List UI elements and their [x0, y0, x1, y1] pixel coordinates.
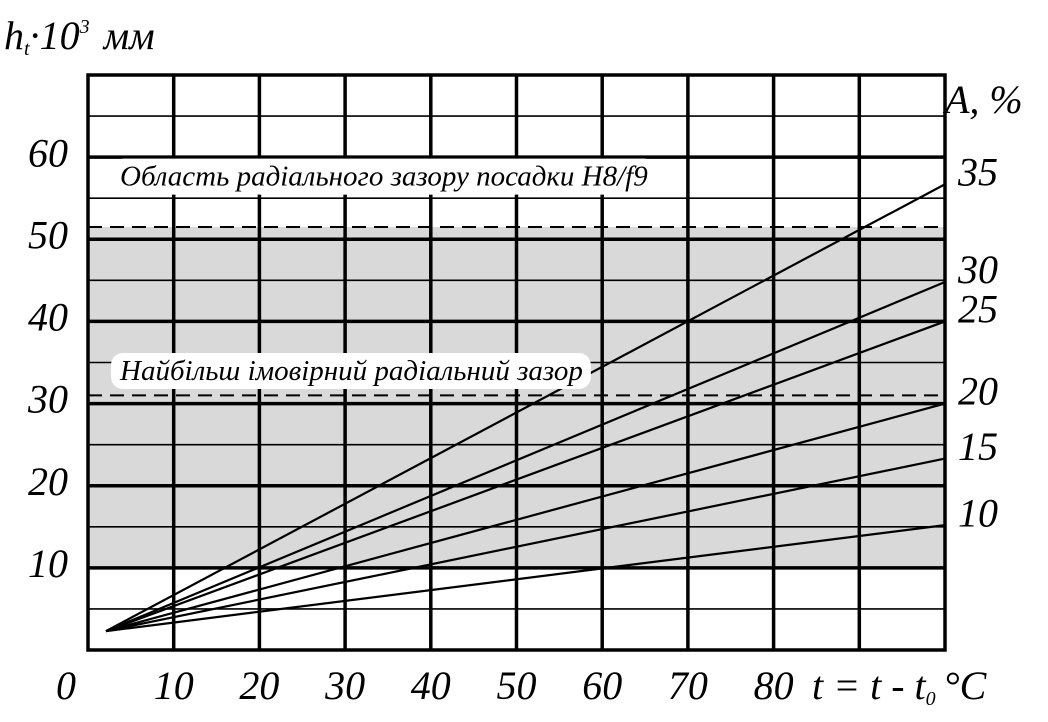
y-tick-label: 60	[28, 130, 68, 175]
x-axis-label-part: 0	[926, 688, 936, 710]
y-axis-label-part: t	[24, 38, 30, 60]
y-axis-label-part: мм	[102, 13, 155, 58]
x-tick-label: 70	[668, 663, 708, 708]
series-label: 20	[958, 369, 998, 414]
annotation-bg	[112, 158, 657, 195]
series-label: 25	[958, 287, 998, 332]
annotation-bg	[111, 353, 591, 390]
annotation-text: Найбільш імовірний радіальний зазор	[119, 355, 583, 387]
plot-frame	[86, 73, 947, 652]
y-axis-label-part: 3	[79, 16, 90, 38]
data-line	[105, 457, 946, 633]
x-tick-label: 60	[582, 663, 622, 708]
y-tick-label: 10	[28, 541, 68, 586]
x-tick-label: 50	[497, 663, 537, 708]
data-line	[105, 320, 946, 633]
y-tick-label: 50	[28, 212, 68, 257]
data-line	[105, 280, 946, 633]
x-tick-label: 20	[239, 663, 279, 708]
x-tick-label: 80	[754, 663, 794, 708]
y-axis-label-part: h	[4, 13, 24, 58]
x-axis-label-part: °C	[944, 663, 988, 708]
y-axis-label-part: ·10	[30, 13, 80, 58]
annotation: Область радіального зазору посадки H8/f9	[112, 158, 657, 195]
series-label: 10	[958, 490, 998, 535]
data-line	[105, 402, 946, 633]
x-tick-label: 30	[324, 663, 365, 708]
annotation-text: Область радіального зазору посадки H8/f9	[120, 161, 648, 193]
x-axis-label: t = t - t0 °C	[812, 663, 988, 709]
x-tick-label: 10	[154, 663, 194, 708]
y-tick-label: 20	[28, 459, 68, 504]
x-tick-label: 0	[56, 663, 76, 708]
y-tick-label: 30	[27, 377, 68, 422]
series-label: 30	[957, 247, 998, 292]
series-label: 35	[957, 149, 998, 194]
y2-axis-label: A, %	[942, 77, 1023, 122]
y-axis-label: ht·103 мм	[4, 13, 155, 59]
data-line	[105, 183, 946, 633]
data-line	[105, 524, 946, 633]
x-axis-label-part: t = t - t	[812, 663, 927, 708]
x-tick-label: 40	[411, 663, 451, 708]
annotation: Найбільш імовірний радіальний зазор	[111, 353, 591, 390]
series-label: 15	[958, 424, 998, 469]
y-tick-label: 40	[28, 295, 68, 340]
